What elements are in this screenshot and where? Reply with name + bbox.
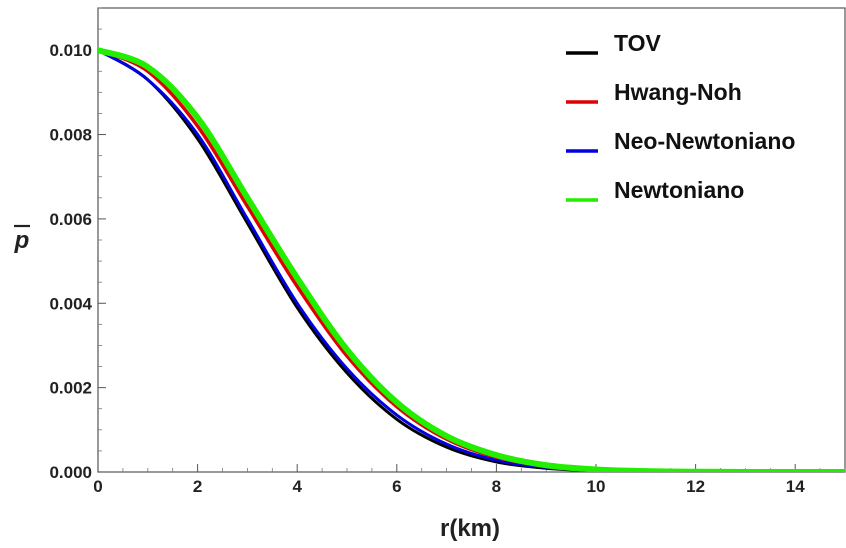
- legend: TOV Hwang-Noh Neo-Newtoniano Newtoniano: [566, 30, 795, 203]
- series-layer: [98, 47, 845, 472]
- y-axis: 0.000 0.002 0.004 0.006 0.008 0.010: [49, 7, 106, 482]
- x-tick-label: 6: [392, 477, 401, 496]
- x-tick-label: 10: [587, 477, 606, 496]
- x-tick-label: 2: [193, 477, 202, 496]
- y-tick-label: 0.002: [49, 379, 92, 398]
- x-tick-label: 4: [292, 477, 302, 496]
- legend-label: Neo-Newtoniano: [614, 128, 795, 154]
- legend-label: Newtoniano: [614, 177, 744, 203]
- x-tick-label: 12: [686, 477, 705, 496]
- y-axis-label: p: [14, 227, 30, 254]
- y-tick-label: 0.008: [49, 126, 92, 145]
- y-tick-label: 0.010: [49, 41, 92, 60]
- x-axis: 0 2 4 6 8 10 12 14: [93, 464, 846, 496]
- series-line-neo-newtoniano: [98, 48, 845, 472]
- x-tick-label: 14: [786, 477, 805, 496]
- series-line-hwang-noh: [98, 48, 845, 472]
- x-tick-label: 8: [492, 477, 501, 496]
- series-line-tov: [98, 48, 845, 472]
- y-tick-label: 0.006: [49, 210, 92, 229]
- x-tick-label: 0: [93, 477, 102, 496]
- y-axis-label-group: p: [14, 224, 30, 254]
- legend-label: TOV: [614, 30, 662, 56]
- y-tick-label: 0.000: [49, 463, 92, 482]
- y-tick-label: 0.004: [49, 294, 92, 313]
- legend-label: Hwang-Noh: [614, 79, 742, 105]
- series-line-newtoniano: [98, 47, 845, 472]
- plot-border: [97, 7, 846, 473]
- x-axis-label: r(km): [440, 515, 500, 542]
- plot-frame: [97, 7, 846, 473]
